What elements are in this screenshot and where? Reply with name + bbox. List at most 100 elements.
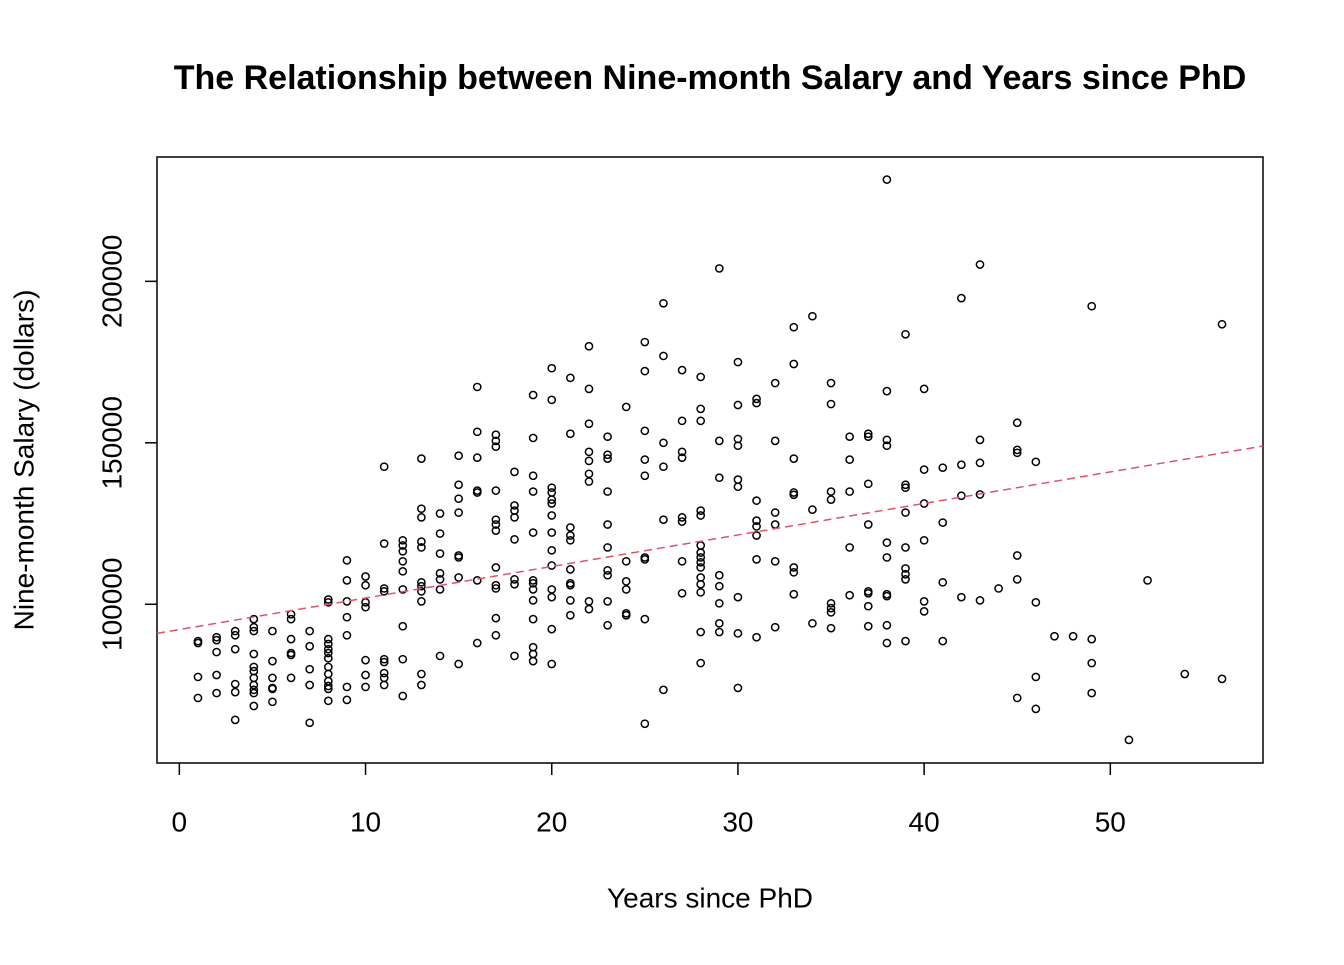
point xyxy=(249,649,259,659)
point xyxy=(789,567,799,577)
point xyxy=(417,537,426,546)
point xyxy=(361,682,370,692)
point xyxy=(547,495,557,504)
point xyxy=(361,655,370,665)
point xyxy=(454,553,463,562)
point xyxy=(1068,631,1078,641)
point xyxy=(863,621,873,631)
point xyxy=(398,556,408,566)
point xyxy=(789,359,799,369)
point xyxy=(603,597,612,606)
point xyxy=(230,679,240,689)
point xyxy=(696,557,706,567)
point xyxy=(510,535,519,544)
point xyxy=(845,543,854,552)
point xyxy=(454,573,463,582)
point xyxy=(230,687,240,697)
point xyxy=(1087,301,1097,311)
point xyxy=(398,691,408,701)
point xyxy=(398,585,408,594)
point xyxy=(659,515,668,525)
point xyxy=(621,610,631,620)
point xyxy=(770,436,780,446)
point xyxy=(435,651,445,661)
point xyxy=(1217,319,1227,329)
point xyxy=(417,543,426,552)
point xyxy=(435,549,445,558)
point xyxy=(957,293,966,303)
point xyxy=(417,513,426,522)
point xyxy=(528,528,538,537)
point xyxy=(268,684,277,694)
point xyxy=(938,636,948,646)
point xyxy=(528,614,538,624)
point xyxy=(677,513,687,522)
point xyxy=(696,658,706,668)
point xyxy=(640,337,650,347)
point xyxy=(677,517,687,526)
point xyxy=(621,585,631,594)
point xyxy=(342,576,352,585)
point xyxy=(398,541,408,550)
point xyxy=(286,650,296,660)
point xyxy=(417,504,426,514)
point xyxy=(1012,445,1022,455)
point xyxy=(417,581,426,591)
point xyxy=(491,584,501,593)
point xyxy=(547,528,557,537)
point xyxy=(714,473,724,483)
point xyxy=(566,580,575,590)
point xyxy=(323,634,333,644)
point xyxy=(584,604,594,614)
point xyxy=(696,511,706,520)
point xyxy=(714,598,724,608)
point xyxy=(1012,575,1022,584)
point xyxy=(901,329,910,339)
point xyxy=(919,535,929,545)
point xyxy=(919,597,929,606)
point xyxy=(901,569,910,579)
point xyxy=(901,575,910,584)
point xyxy=(845,455,854,464)
point xyxy=(789,589,799,599)
point xyxy=(417,454,426,463)
point xyxy=(286,634,296,644)
point xyxy=(249,701,259,711)
point xyxy=(528,390,538,400)
point xyxy=(286,673,296,683)
point xyxy=(528,656,538,666)
point xyxy=(249,680,259,690)
point xyxy=(733,628,743,638)
point xyxy=(398,546,408,556)
point xyxy=(528,585,538,594)
point xyxy=(454,480,463,490)
point xyxy=(472,427,482,437)
point xyxy=(659,298,668,308)
point xyxy=(417,680,426,690)
point xyxy=(491,430,501,440)
point xyxy=(342,556,352,565)
point xyxy=(1031,704,1041,714)
point xyxy=(696,627,706,637)
point xyxy=(1012,551,1022,560)
point xyxy=(305,664,315,674)
point xyxy=(901,480,910,490)
point xyxy=(491,526,501,535)
point xyxy=(659,685,668,695)
point xyxy=(770,622,780,632)
point xyxy=(547,592,557,602)
point xyxy=(640,719,650,729)
point xyxy=(305,718,315,728)
point xyxy=(528,596,538,605)
point xyxy=(863,429,873,439)
point xyxy=(826,399,836,409)
y-axis-label: Nine-month Salary (dollars) xyxy=(8,290,39,631)
point xyxy=(603,543,612,552)
point xyxy=(677,556,687,566)
point xyxy=(677,416,687,426)
point xyxy=(901,564,910,573)
point xyxy=(863,520,873,529)
point xyxy=(603,620,612,630)
point xyxy=(752,531,761,540)
